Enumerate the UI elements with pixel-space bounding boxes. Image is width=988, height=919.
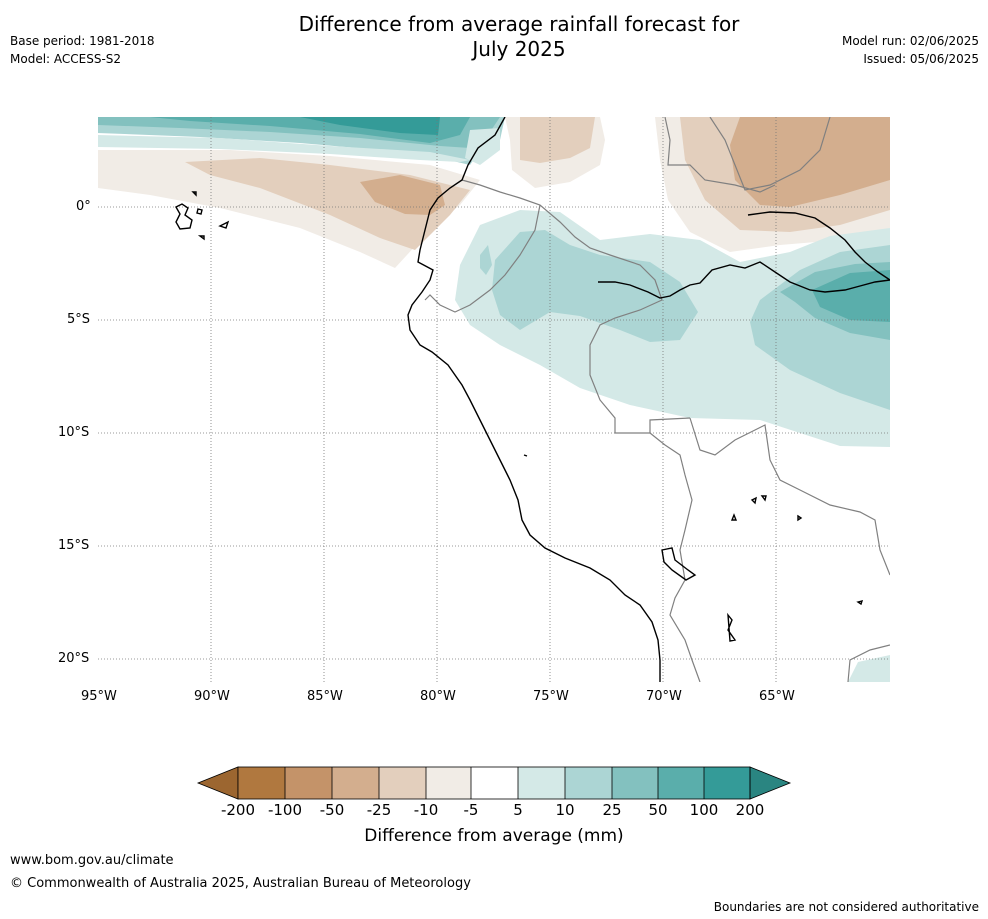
colorbar-label: -5 [463, 801, 479, 819]
lon-label-80w: 80°W [420, 689, 456, 704]
lon-label-85w: 85°W [307, 689, 343, 704]
coastlines [175, 117, 890, 682]
colorbar-label: 25 [602, 801, 622, 819]
colorbar-label: 50 [648, 801, 668, 819]
wet-central-mid-west [492, 230, 698, 342]
lon-label-95w: 95°W [81, 689, 117, 704]
colorbar-swatch [658, 767, 704, 799]
rainfall-anomaly-fields [98, 117, 890, 682]
colorbar-title: Difference from average (mm) [364, 826, 624, 846]
graticule [98, 117, 890, 682]
title-line-1: Difference from average rainfall forecas… [298, 12, 740, 36]
colorbar-swatch [379, 767, 426, 799]
lat-label-5s: 5°S [67, 312, 91, 327]
colorbar-label: 10 [555, 801, 575, 819]
wet-strip-small [480, 245, 492, 275]
colorbar [196, 766, 792, 800]
footer-note: Boundaries are not considered authoritat… [713, 900, 979, 914]
lon-label-90w: 90°W [194, 689, 230, 704]
title-line-2: July 2025 [472, 37, 566, 61]
dry-north-central [520, 117, 595, 163]
colorbar-label: 200 [735, 801, 765, 819]
footer-url: www.bom.gov.au/climate [10, 853, 174, 868]
colorbar-extend-low [196, 766, 239, 800]
colorbar-swatch [426, 767, 471, 799]
colorbar-label: -100 [267, 801, 303, 819]
wet-strip-west [98, 135, 470, 162]
rio-negro [747, 211, 890, 281]
colorbar-swatch [704, 767, 750, 799]
colorbar-label: -50 [319, 801, 345, 819]
map-title: Difference from average rainfall forecas… [200, 12, 838, 62]
meta-left: Base period: 1981-2018 Model: ACCESS-S2 [10, 32, 155, 68]
colorbar-label: 5 [513, 801, 523, 819]
colorbar-swatch [332, 767, 379, 799]
galapagos-islands [175, 191, 230, 241]
lon-label-65w: 65°W [759, 689, 795, 704]
dry-band-west-core [360, 175, 445, 215]
wet-patch-coast [465, 128, 500, 165]
lat-label-15s: 15°S [58, 538, 90, 553]
colorbar-swatch [238, 767, 285, 799]
lat-label-20s: 20°S [58, 651, 90, 666]
colorbar-swatch [471, 767, 518, 799]
colorbar-extend-high [749, 766, 792, 800]
model-run-text: Model run: 02/06/2025 [841, 34, 979, 48]
model-text: Model: ACCESS-S2 [10, 52, 122, 66]
issued-text: Issued: 05/06/2025 [863, 52, 979, 66]
lon-label-75w: 75°W [533, 689, 569, 704]
wet-band-north-core [300, 117, 440, 135]
meta-right: Model run: 02/06/2025 Issued: 05/06/2025 [842, 32, 979, 68]
wet-patch-southeast [848, 655, 890, 682]
colorbar-swatch [612, 767, 658, 799]
lon-label-70w: 70°W [646, 689, 682, 704]
lat-label-10s: 10°S [58, 425, 90, 440]
colorbar-swatch [565, 767, 612, 799]
colorbar-swatch [285, 767, 332, 799]
base-period-text: Base period: 1981-2018 [10, 34, 155, 48]
colorbar-label: 100 [689, 801, 719, 819]
footer-copyright: © Commonwealth of Australia 2025, Austra… [10, 876, 471, 891]
colorbar-label: -200 [220, 801, 256, 819]
colorbar-label: -25 [366, 801, 392, 819]
lat-label-0: 0° [76, 199, 91, 214]
country-borders [424, 117, 890, 682]
lake-titicaca [661, 547, 697, 581]
colorbar-label: -10 [413, 801, 439, 819]
pacific-coastline [407, 117, 661, 682]
inland-lakes-east [523, 454, 864, 642]
amazon-river [598, 261, 890, 299]
colorbar-swatch [518, 767, 565, 799]
